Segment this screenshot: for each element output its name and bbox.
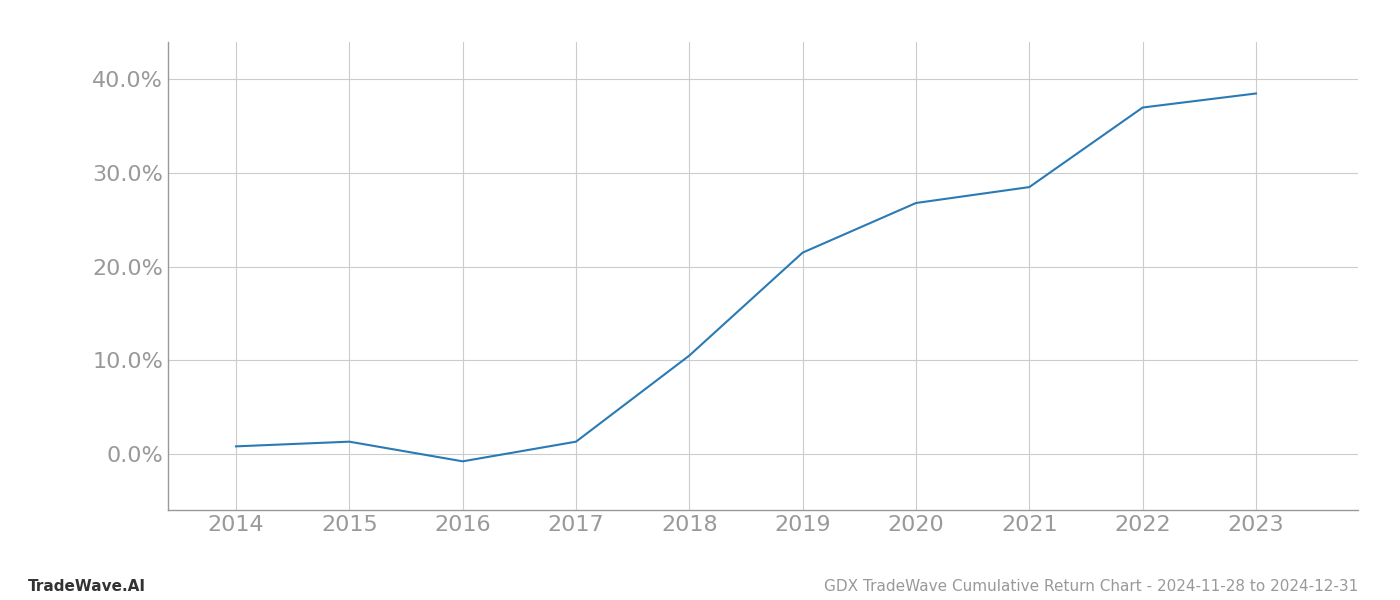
Text: TradeWave.AI: TradeWave.AI xyxy=(28,579,146,594)
Text: GDX TradeWave Cumulative Return Chart - 2024-11-28 to 2024-12-31: GDX TradeWave Cumulative Return Chart - … xyxy=(823,579,1358,594)
